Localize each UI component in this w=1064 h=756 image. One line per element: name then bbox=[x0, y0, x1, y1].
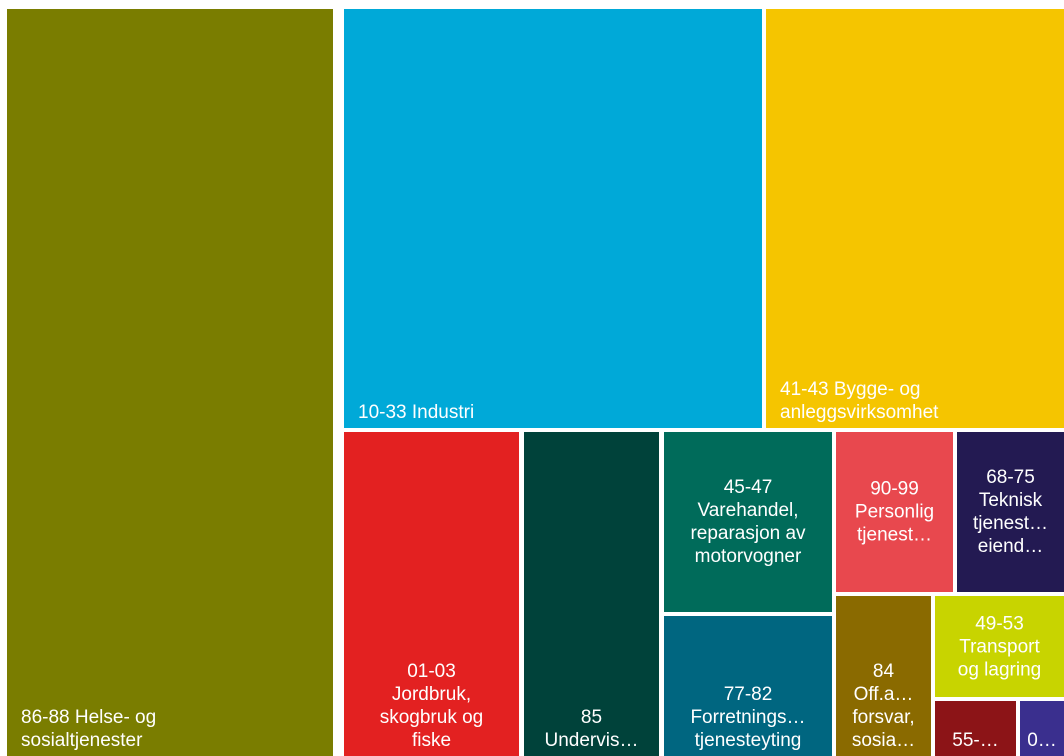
tile-label: 10-33 Industri bbox=[358, 402, 475, 423]
tile-label: 01-03 Jordbruk, skogbruk og fiske bbox=[379, 661, 484, 751]
treemap-tile: 55-… bbox=[935, 701, 1016, 756]
tile-label: 86-88 Helse- og sosialtjenester bbox=[21, 707, 157, 751]
tile-label: 55-… bbox=[952, 730, 999, 751]
treemap-tile: 85 Undervis… bbox=[524, 432, 659, 756]
tile-label: 41-43 Bygge- og anleggsvirksomhet bbox=[780, 379, 939, 423]
treemap-tile: 0… bbox=[1020, 701, 1064, 756]
tile-label: 85 Undervis… bbox=[544, 707, 639, 751]
tile-label: 0… bbox=[1027, 730, 1057, 751]
tile-label: 90-99 Personlig tjenest… bbox=[854, 478, 935, 546]
tile-label: 68-75 Teknisk tjenest… eiend… bbox=[973, 467, 1048, 557]
treemap-tile: 68-75 Teknisk tjenest… eiend… bbox=[957, 432, 1064, 592]
treemap-tile: 86-88 Helse- og sosialtjenester bbox=[7, 9, 333, 756]
tile-label: 49-53 Transport og lagring bbox=[957, 613, 1042, 680]
treemap-tile: 41-43 Bygge- og anleggsvirksomhet bbox=[766, 9, 1064, 428]
treemap-tile: 10-33 Industri bbox=[344, 9, 762, 428]
treemap-tile: 45-47 Varehandel, reparasjon av motorvog… bbox=[664, 432, 832, 612]
treemap-tile: 01-03 Jordbruk, skogbruk og fiske bbox=[344, 432, 519, 756]
treemap-tile: 90-99 Personlig tjenest… bbox=[836, 432, 953, 592]
tile-label: 84 Off.a… forsvar, sosia… bbox=[851, 661, 916, 751]
treemap-tile: 84 Off.a… forsvar, sosia… bbox=[836, 596, 931, 756]
treemap-tile: 77-82 Forretnings… tjenesteyting bbox=[664, 616, 832, 756]
treemap-tile: 49-53 Transport og lagring bbox=[935, 596, 1064, 697]
tile-label: 45-47 Varehandel, reparasjon av motorvog… bbox=[690, 477, 806, 567]
tile-label: 77-82 Forretnings… tjenesteyting bbox=[690, 684, 806, 751]
